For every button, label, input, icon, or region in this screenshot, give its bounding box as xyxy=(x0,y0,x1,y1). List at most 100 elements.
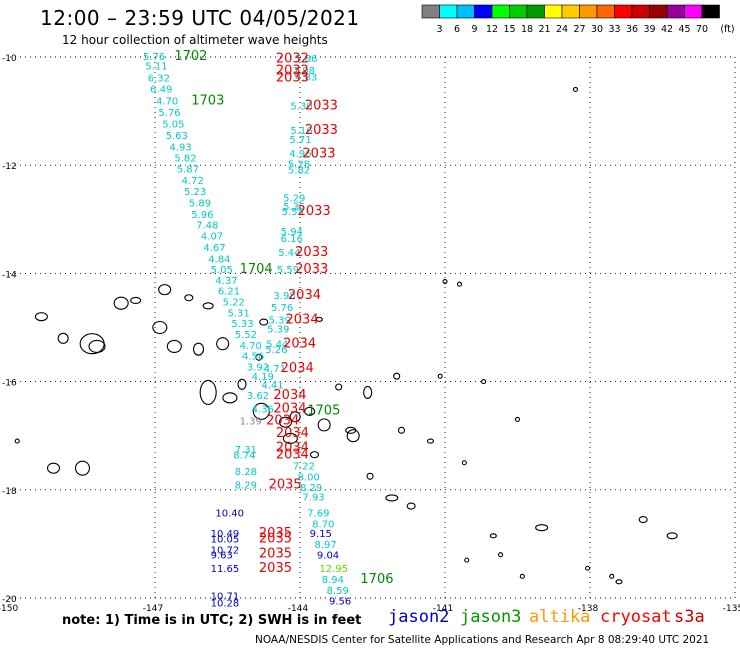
pass-time-label: 1704 xyxy=(240,262,273,277)
island-outline xyxy=(393,372,401,380)
wave-height-label: 5.87 xyxy=(177,164,199,175)
wave-height-label: 8.29 xyxy=(300,483,322,494)
island-outline xyxy=(237,378,247,390)
color-tick-label: 3 xyxy=(436,24,442,35)
wave-height-label: 10.71 xyxy=(211,591,240,602)
pass-time-label: 2035 xyxy=(259,561,292,576)
lat-tick-label: -18 xyxy=(2,487,17,497)
wave-height-label: 10.49 xyxy=(211,529,240,540)
color-tick-label: 12 xyxy=(486,24,498,35)
wave-height-label: 7.22 xyxy=(293,461,315,472)
island-outline xyxy=(426,438,435,444)
island-outline xyxy=(437,373,443,379)
wave-height-label: 5.44 xyxy=(278,248,300,259)
island-outline xyxy=(278,416,293,428)
footnote: note: 1) Time is in UTC; 2) SWH is in fe… xyxy=(62,613,362,628)
wave-height-label: 5.59 xyxy=(277,265,299,276)
lat-tick-label: -16 xyxy=(2,379,17,389)
wave-height-label: 5.76 xyxy=(143,52,165,63)
wave-height-label: 8.00 xyxy=(298,472,320,483)
pass-time-label: 2033 xyxy=(295,262,328,277)
wave-height-label: 5.31 xyxy=(228,308,250,319)
island-outline xyxy=(519,573,525,579)
color-tick-label: 70 xyxy=(696,24,708,35)
lon-tick-label: -138 xyxy=(578,604,599,614)
wave-height-label: 6.16 xyxy=(281,234,303,245)
island-outline xyxy=(666,532,678,540)
color-tick-label: 18 xyxy=(521,24,533,35)
lat-tick-label: -12 xyxy=(2,162,17,172)
wave-height-label: 4.36 xyxy=(252,405,274,416)
lon-tick-label: -150 xyxy=(0,604,18,614)
wave-height-label: 7.48 xyxy=(196,221,218,232)
pass-time-label: 2035 xyxy=(269,477,302,492)
island-outline xyxy=(74,460,91,476)
island-outline xyxy=(442,278,448,285)
wave-height-label: 3.98 xyxy=(273,291,295,302)
island-outline xyxy=(535,524,549,532)
wave-height-label: 9.56 xyxy=(329,597,351,608)
color-tick-label: 39 xyxy=(643,24,655,35)
island-outline xyxy=(315,316,323,322)
pass-time-label: 2034 xyxy=(283,337,316,352)
island-outline xyxy=(366,472,374,480)
wave-height-label: 5.29 xyxy=(283,194,305,205)
wave-height-label: 5.44 xyxy=(266,340,288,351)
wave-height-label: 4.41 xyxy=(261,380,283,391)
island-outline xyxy=(130,296,142,305)
island-outline xyxy=(222,392,238,404)
island-outline xyxy=(34,312,48,322)
pass-time-label: 2033 xyxy=(295,245,328,260)
wave-height-label: 5.76 xyxy=(271,303,293,314)
pass-time-label: 2033 xyxy=(305,123,338,138)
island-outline xyxy=(252,402,270,420)
wave-height-label: 7.98 xyxy=(293,66,315,77)
island-outline xyxy=(385,494,399,502)
island-outline xyxy=(113,296,129,310)
wave-height-label: 5.82 xyxy=(288,166,310,177)
island-outline xyxy=(498,552,504,558)
wave-height-label: 4.37 xyxy=(215,276,237,287)
wave-height-label: 4.93 xyxy=(170,142,192,153)
wave-height-label: 5.39 xyxy=(267,325,289,336)
island-outline xyxy=(166,339,182,353)
island-outline xyxy=(397,426,406,434)
pass-time-label: 2035 xyxy=(259,531,292,546)
island-outline xyxy=(514,416,521,423)
pass-time-label: 2034 xyxy=(276,441,309,456)
island-outline xyxy=(572,86,579,93)
lon-tick-label: -141 xyxy=(433,604,453,614)
color-tick-label: 6 xyxy=(454,24,460,35)
island-outline xyxy=(609,573,615,579)
wave-height-label: 4.67 xyxy=(203,243,225,254)
island-outline xyxy=(363,385,373,399)
pass-time-label: 2034 xyxy=(273,402,306,417)
wave-height-label: 7.31 xyxy=(235,445,257,456)
wave-height-label: 5.89 xyxy=(189,199,211,210)
island-outline xyxy=(199,379,217,405)
color-tick-label: 9 xyxy=(471,24,477,35)
wave-height-label: 5.71 xyxy=(289,135,311,146)
pass-time-label: 2033 xyxy=(302,146,335,161)
wave-height-label: 5.26 xyxy=(265,345,287,356)
wave-height-label: 5.33 xyxy=(231,319,253,330)
island-outline xyxy=(216,337,230,351)
island-outline xyxy=(456,281,463,287)
island-outline xyxy=(46,462,61,474)
wave-height-label: 9.15 xyxy=(310,529,332,540)
color-tick-label: 15 xyxy=(503,24,515,35)
island-outline xyxy=(461,460,467,466)
island-outline xyxy=(152,320,168,335)
pass-time-label: 2035 xyxy=(259,526,292,541)
pass-time-label: 2035 xyxy=(259,547,292,562)
pass-time-label: 2033 xyxy=(276,71,309,86)
island-outline xyxy=(184,294,194,302)
wave-height-label: 5.22 xyxy=(223,298,245,309)
pass-time-label: 2032 xyxy=(276,64,309,79)
wave-height-label: 6.21 xyxy=(218,287,240,298)
wave-height-label: 4.84 xyxy=(208,254,230,265)
wave-height-label: 5.94 xyxy=(281,227,303,238)
wave-height-label: 8.94 xyxy=(322,575,344,586)
wave-height-label: 5.11 xyxy=(145,62,167,73)
island-outline xyxy=(304,406,316,416)
